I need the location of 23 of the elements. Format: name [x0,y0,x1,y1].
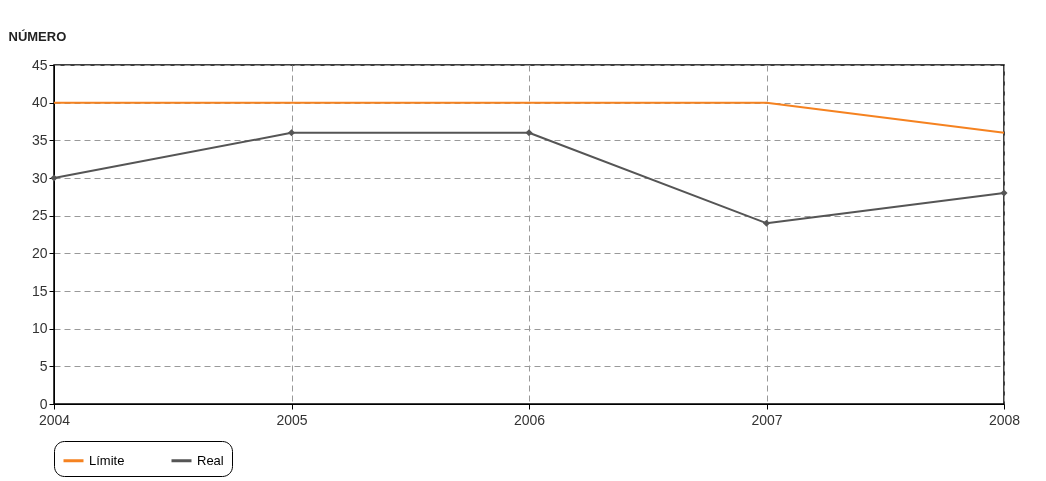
point [50,174,58,182]
point [762,219,771,227]
y-tick-label: 40 [31,94,48,111]
x-tick-label: 2004 [38,411,71,428]
point [287,129,296,137]
y-tick-label: 10 [31,320,48,337]
point [1000,189,1008,197]
point [525,129,533,137]
y-tick-label: 30 [31,169,48,186]
x-tick-label: 2007 [751,411,783,428]
legend-label: Real [197,452,224,468]
y-tick-label: 15 [31,282,48,299]
x-tick-label: 2006 [513,411,546,428]
y-tick-label: 20 [31,244,48,261]
y-tick-label: 0 [39,395,48,412]
x-tick-label: 2005 [276,411,308,428]
y-tick-label: 35 [31,131,48,148]
y-tick-label: 45 [31,56,48,73]
x-tick-label: 2008 [988,411,1021,428]
y-tick-label: 25 [31,207,48,224]
legend-label: Límite [89,452,125,468]
y-tick-label: 5 [39,357,48,374]
y-axis-title: NÚMERO [8,28,67,44]
